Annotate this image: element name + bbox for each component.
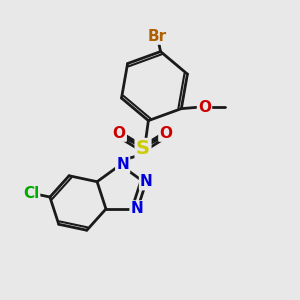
Text: N: N [130,202,143,217]
Text: Br: Br [147,28,167,44]
Text: N: N [140,174,153,189]
Text: O: O [113,126,126,141]
Text: O: O [198,100,211,115]
Text: O: O [159,126,172,141]
Text: S: S [136,140,150,158]
Text: N: N [116,158,129,172]
Text: Cl: Cl [23,185,39,200]
